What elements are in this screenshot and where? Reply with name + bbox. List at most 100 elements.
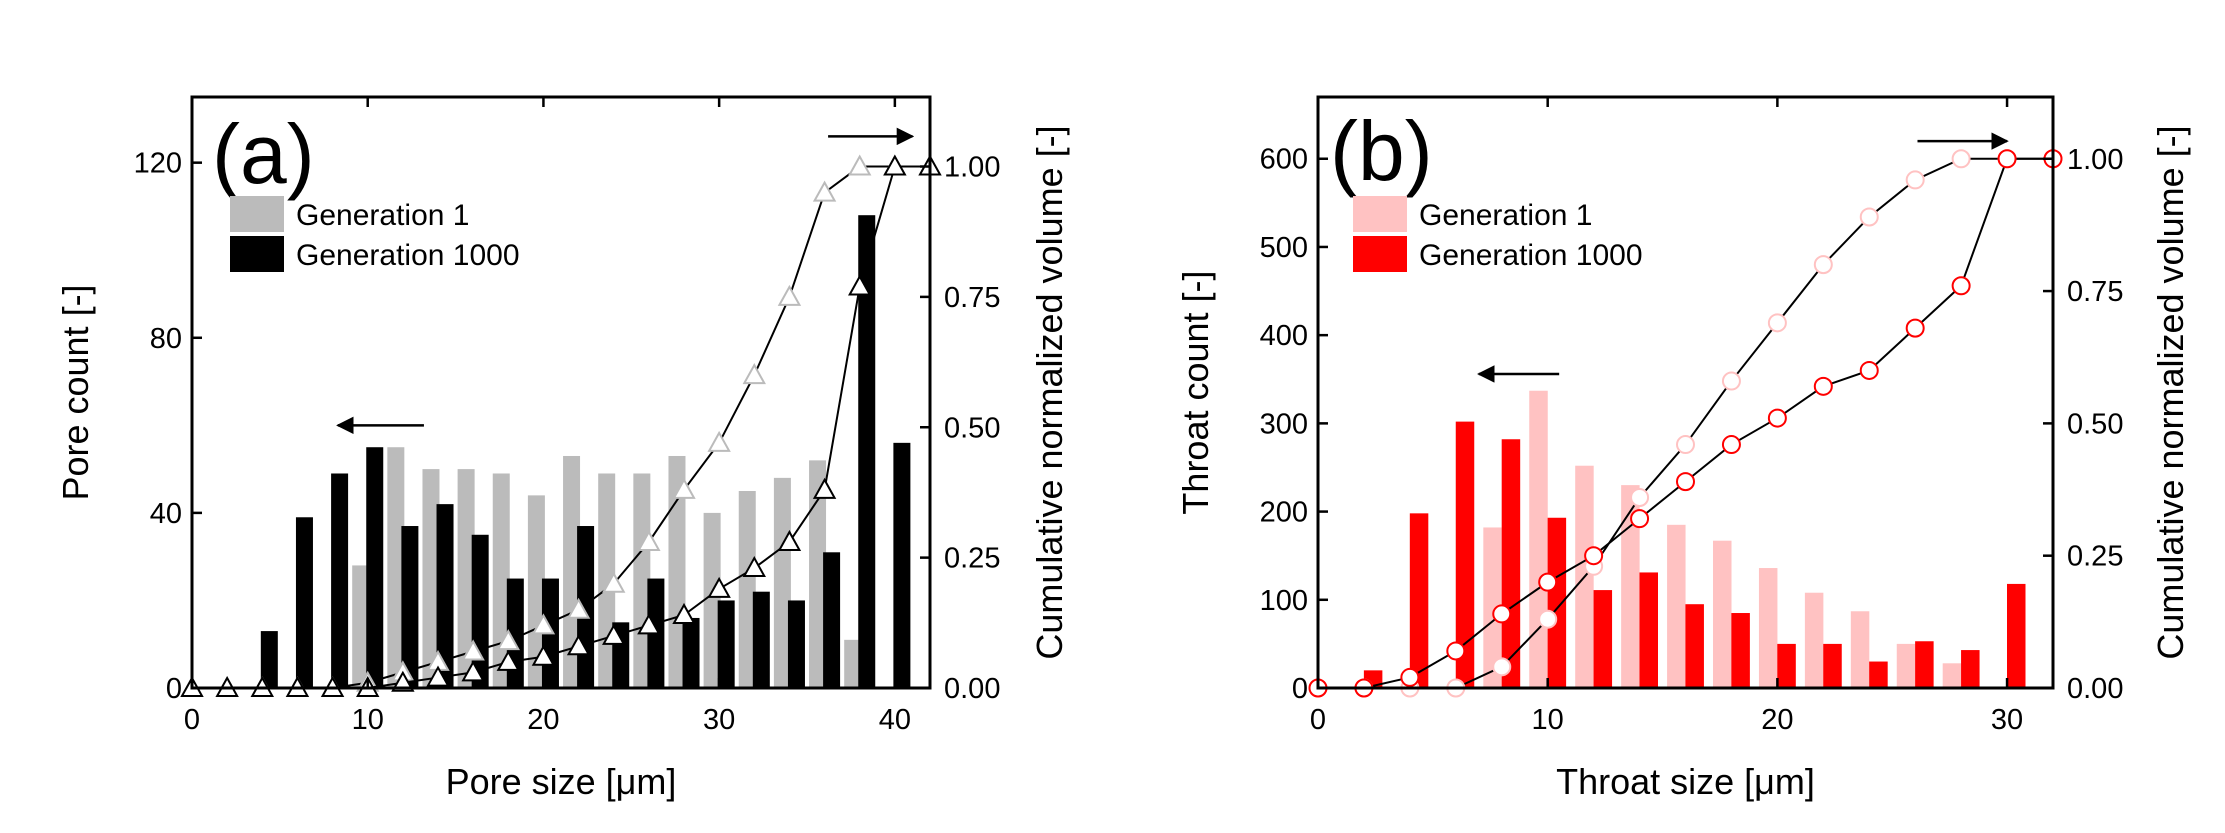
y2-tick-label: 0.75	[944, 282, 1000, 314]
cumulative-point-gen1000	[1400, 667, 1420, 687]
bar-gen1000	[436, 504, 454, 688]
bar-gen1000	[787, 600, 805, 688]
y2-axis-title: Cumulative normalized volume [-]	[2150, 125, 2191, 659]
bar-gen1000	[1547, 517, 1567, 688]
x-tick-label: 10	[352, 704, 384, 736]
cumulative-point-gen1	[1767, 313, 1787, 333]
y2-tick-label: 1.00	[2067, 144, 2123, 176]
x-tick-label: 30	[703, 704, 735, 736]
cumulative-point-gen1000	[742, 555, 766, 578]
cumulative-point-gen1000	[1997, 149, 2017, 169]
y2-tick-label: 0.00	[2067, 673, 2123, 705]
cumulative-point-gen1000	[1584, 546, 1604, 566]
y2-tick-label: 0.25	[944, 543, 1000, 575]
bar-gen1000	[1501, 439, 1521, 688]
x-axis-title: Pore size [μm]	[446, 761, 677, 802]
cumulative-point-gen1000	[602, 623, 626, 645]
cumulative-point-gen1	[637, 529, 661, 551]
cumulative-point-gen1	[461, 639, 485, 661]
x-tick-label: 0	[184, 704, 200, 736]
y-axis-title: Throat count [-]	[1175, 270, 1216, 514]
bar-gen1	[844, 639, 862, 688]
panel-label: (b)	[1330, 104, 1433, 198]
cumulative-point-gen1000	[1446, 641, 1466, 661]
x-tick-label: 0	[1310, 704, 1326, 736]
x-tick-label: 20	[527, 704, 559, 736]
y-tick-label: 600	[1260, 144, 1308, 176]
bar-gen1000	[1639, 572, 1658, 688]
legend-swatch	[1353, 236, 1407, 272]
bar-gen1	[563, 455, 581, 688]
bar-gen1	[1758, 568, 1778, 688]
bar-gen1000	[1823, 643, 1842, 688]
panel-label: (a)	[212, 107, 315, 201]
bar-gen1	[422, 469, 440, 688]
cumulative-point-gen1000	[883, 154, 907, 176]
bar-gen1000	[1685, 604, 1704, 688]
bar-gen1000	[1455, 421, 1475, 688]
bar-gen1	[668, 455, 686, 688]
cumulative-point-gen1000	[426, 665, 450, 687]
legend-swatch	[1353, 196, 1407, 232]
bar-gen1	[703, 512, 721, 688]
bar-gen1	[1942, 663, 1962, 688]
panel-b: 0 10 20 3001002003004005006000.000.250.500.…	[1175, 95, 2191, 802]
bar-gen1	[738, 491, 756, 688]
bar-gen1000	[1731, 613, 1750, 688]
bar-gen1000	[858, 215, 876, 688]
y-tick-label: 500	[1260, 232, 1308, 264]
cumulative-point-gen1	[1951, 149, 1971, 169]
cumulative-point-gen1	[1492, 657, 1512, 677]
bar-gen1000	[1915, 641, 1934, 688]
legend-swatch	[230, 236, 284, 272]
y2-tick-label: 0.50	[2067, 408, 2123, 440]
cumulative-point-gen1	[742, 363, 766, 385]
y2-tick-label: 0.50	[944, 412, 1000, 444]
y-axis-title: Pore count [-]	[55, 284, 96, 500]
cumulative-point-gen1	[1905, 170, 1925, 190]
cumulative-point-gen1000	[672, 602, 696, 624]
bar-gen1000	[823, 552, 841, 688]
y-tick-label: 300	[1260, 408, 1308, 440]
cumulative-point-gen1	[1859, 207, 1879, 227]
legend-label: Generation 1	[296, 199, 469, 232]
panel-a: 0 10 20 30 40 0 40 80 120 0.00 0.25 0.50 0.75 1.00 Por…	[55, 95, 1070, 802]
legend-label: Generation 1000	[1419, 239, 1643, 272]
bar-gen1000	[717, 600, 735, 688]
y2-tick-label: 0.75	[2067, 276, 2123, 308]
bar-gen1	[809, 460, 827, 688]
cumulative-point-gen1000	[707, 576, 731, 598]
bar-gen1000	[1961, 650, 1980, 688]
cumulative-point-gen1	[1813, 255, 1833, 275]
cumulative-point-gen1000	[531, 644, 556, 666]
bar-gen1	[1621, 485, 1640, 688]
cumulative-point-gen1000	[812, 477, 837, 499]
cumulative-point-gen1	[1538, 609, 1558, 629]
cumulative-point-gen1	[777, 284, 802, 306]
cumulative-point-gen1000	[1767, 408, 1787, 428]
bar-gen1000	[1409, 513, 1429, 688]
bar-gen1000	[366, 447, 384, 688]
x-tick-label: 40	[879, 704, 911, 736]
x-tick-label: 20	[1761, 704, 1793, 736]
bar-gen1000	[401, 526, 419, 688]
y-tick-label: 100	[1260, 585, 1308, 617]
bar-gen1000	[260, 631, 278, 688]
cumulative-point-gen1	[1676, 435, 1695, 455]
plot-frame	[1316, 95, 2055, 690]
y2-tick-label: 0.00	[944, 673, 1000, 705]
x-tick-label: 30	[1991, 704, 2023, 736]
bar-gen1000	[752, 591, 770, 688]
cumulative-point-gen1000	[1905, 318, 1925, 338]
cumulative-point-gen1000	[566, 634, 591, 656]
cumulative-point-gen1000	[1859, 360, 1879, 380]
bar-gen1	[1667, 524, 1686, 688]
bar-gen1	[352, 565, 370, 688]
bar-gen1000	[295, 517, 313, 688]
x-tick-label: 10	[1532, 704, 1564, 736]
cumulative-point-gen1	[531, 613, 556, 635]
cumulative-point-gen1000	[461, 660, 485, 682]
bar-gen1000	[1869, 661, 1888, 688]
y-tick-label: 0	[1292, 673, 1308, 705]
